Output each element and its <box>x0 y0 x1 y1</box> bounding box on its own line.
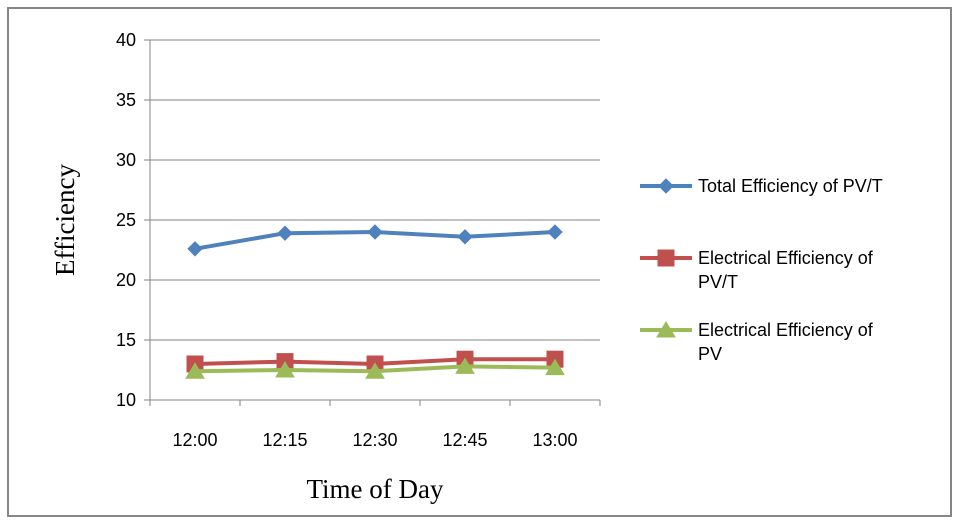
legend-marker-triangle <box>656 321 676 338</box>
y-tick-label: 35 <box>116 90 136 110</box>
legend-item: Electrical Efficiency of PV/T <box>640 248 874 292</box>
legend-item: Electrical Efficiency of PV <box>640 320 874 364</box>
y-tick-label: 30 <box>116 150 136 170</box>
x-tick-label: 12:30 <box>352 430 397 450</box>
data-point-triangle <box>185 362 205 379</box>
data-point-diamond <box>457 229 473 245</box>
y-tick-label: 15 <box>116 330 136 350</box>
data-point-triangle <box>275 361 295 378</box>
series-3 <box>185 357 565 379</box>
data-point-diamond <box>367 224 383 240</box>
data-point-diamond <box>187 241 203 257</box>
legend-label: Electrical Efficiency of PV <box>698 320 874 364</box>
data-point-diamond <box>277 225 293 241</box>
y-tick-label: 40 <box>116 30 136 50</box>
legend-item: Total Efficiency of PV/T <box>640 176 883 196</box>
chart-frame <box>7 7 952 517</box>
legend: Total Efficiency of PV/T Electrical Effic… <box>640 176 883 364</box>
y-axis-title: Efficiency <box>50 164 80 276</box>
legend-marker-diamond <box>658 178 674 194</box>
y-tick-label: 20 <box>116 270 136 290</box>
legend-label: Total Efficiency of PV/T <box>698 176 883 196</box>
legend-label: Electrical Efficiency of PV/T <box>698 248 874 292</box>
y-tick-labels: 10 15 20 25 30 35 40 <box>116 30 136 410</box>
data-point-triangle <box>455 357 475 374</box>
y-tick-label: 25 <box>116 210 136 230</box>
data-point-diamond <box>547 224 563 240</box>
x-tick-label: 12:00 <box>172 430 217 450</box>
gridlines <box>144 39 601 406</box>
y-tick-label: 10 <box>116 390 136 410</box>
x-tick-labels: 12:00 12:15 12:30 12:45 13:00 <box>172 430 577 450</box>
x-tick-label: 13:00 <box>532 430 577 450</box>
x-tick-label: 12:15 <box>262 430 307 450</box>
x-tick-label: 12:45 <box>442 430 487 450</box>
legend-marker-square <box>657 249 675 267</box>
x-axis-title: Time of Day <box>306 474 444 504</box>
axes <box>149 40 600 401</box>
data-point-triangle <box>545 358 565 376</box>
series-group <box>185 224 565 379</box>
series-1 <box>187 224 563 257</box>
data-point-triangle <box>365 362 385 379</box>
